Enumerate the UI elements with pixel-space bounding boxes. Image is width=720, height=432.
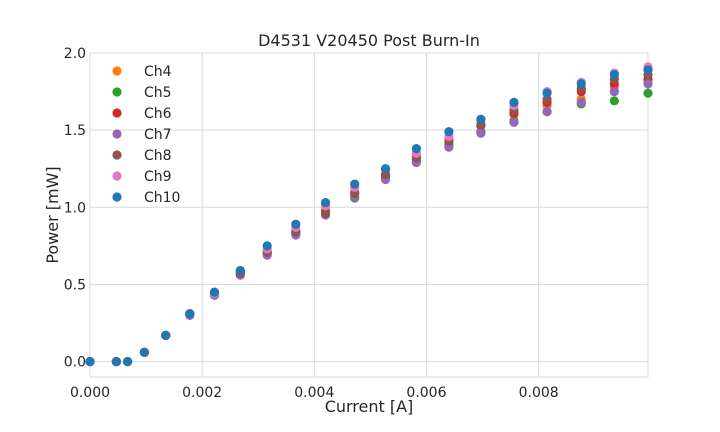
y-tick-label: 1.0 [64, 200, 86, 216]
data-point [411, 144, 421, 154]
data-point [85, 356, 95, 367]
data-point [476, 114, 486, 124]
tick-labels: 0.000 0.002 0.004 0.006 0.008 0.0 0.5 1.0 1.5 2.0 [64, 46, 559, 401]
legend-marker [112, 66, 122, 76]
y-tick-label: 2.0 [64, 46, 86, 62]
data-point [444, 127, 454, 137]
data-point [576, 97, 586, 107]
data-point [291, 219, 301, 229]
legend-marker [112, 192, 122, 202]
data-point [509, 117, 519, 128]
legend-marker [112, 108, 122, 118]
data-point [643, 65, 653, 75]
legend-entry: Ch7 [144, 127, 172, 143]
data-point [111, 356, 121, 367]
x-tick-label: 0.000 [70, 385, 110, 401]
y-tick-label: 0.0 [64, 355, 86, 371]
legend-marker [112, 150, 122, 160]
data-point [262, 241, 272, 251]
data-point [350, 179, 360, 189]
legend: Ch4 Ch5 Ch6 Ch7 Ch8 Ch9 Ch10 [112, 64, 180, 206]
x-tick-label: 0.002 [182, 385, 222, 401]
data-point [542, 107, 552, 117]
x-tick-label: 0.006 [406, 385, 446, 401]
data-point [643, 79, 653, 89]
data-point [320, 198, 331, 208]
data-point [122, 356, 133, 367]
legend-marker [112, 129, 122, 139]
legend-marker [112, 171, 122, 181]
x-tick-label: 0.008 [519, 385, 559, 401]
legend-marker [112, 87, 122, 97]
data-point [609, 70, 619, 80]
data-point [139, 347, 149, 357]
data-point [235, 265, 245, 276]
data-point [509, 97, 519, 107]
data-points [85, 62, 653, 367]
legend-entry: Ch4 [144, 64, 172, 80]
data-point [476, 128, 486, 138]
data-point [609, 86, 619, 97]
legend-entry: Ch10 [144, 190, 180, 206]
data-point [320, 208, 331, 219]
data-point [643, 88, 653, 98]
y-tick-label: 0.5 [64, 277, 86, 293]
chart-title: D4531 V20450 Post Burn-In [258, 31, 480, 50]
x-axis-label: Current [A] [325, 397, 414, 416]
y-tick-label: 1.5 [64, 123, 86, 139]
legend-entry: Ch9 [144, 169, 172, 185]
data-point [609, 96, 619, 106]
data-point [542, 88, 552, 98]
data-point [185, 309, 195, 319]
legend-entry: Ch8 [144, 148, 172, 164]
y-axis-label: Power [mW] [43, 166, 62, 263]
data-point [161, 330, 171, 340]
data-point [380, 164, 391, 174]
legend-entry: Ch6 [144, 106, 172, 122]
x-tick-label: 0.004 [294, 385, 334, 401]
legend-entry: Ch5 [144, 85, 172, 101]
plot-frame [89, 52, 649, 378]
data-point [576, 79, 586, 89]
series-ch10 [85, 65, 653, 367]
data-point [209, 287, 220, 297]
